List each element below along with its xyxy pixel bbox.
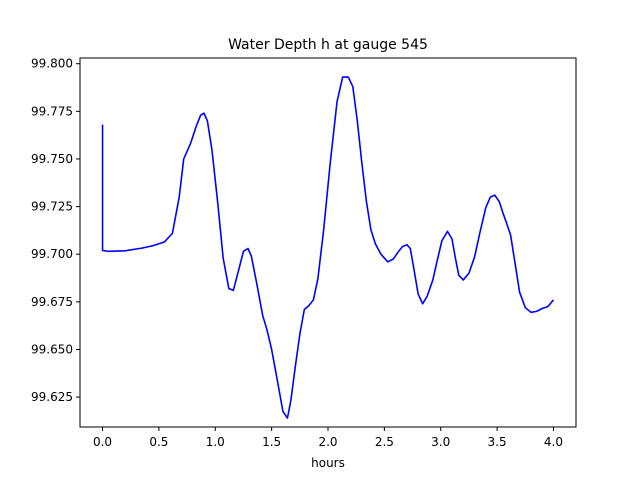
x-axis-ticks: 0.0 0.5 1.0 1.5 2.0 2.5 3.0 3.5 4.0 — [93, 427, 563, 449]
x-tick-label: 1.5 — [262, 435, 281, 449]
x-tick-label: 1.0 — [206, 435, 225, 449]
y-tick-label: 99.650 — [31, 342, 73, 356]
plot-area — [101, 76, 555, 419]
x-tick-label: 4.0 — [544, 435, 563, 449]
y-tick-label: 99.750 — [31, 152, 73, 166]
y-tick-label: 99.700 — [31, 247, 73, 261]
y-axis-ticks: 99.625 99.650 99.675 99.700 99.725 99.750 99.7… — [31, 57, 80, 404]
x-tick-label: 2.0 — [318, 435, 337, 449]
y-tick-label: 99.800 — [31, 57, 73, 71]
x-tick-label: 2.5 — [375, 435, 394, 449]
y-tick-label: 99.725 — [31, 200, 73, 214]
axes-frame — [79, 57, 577, 428]
x-tick-label: 0.5 — [149, 435, 168, 449]
chart-title: Water Depth h at gauge 545 — [228, 37, 428, 53]
x-axis-label: hours — [311, 456, 345, 470]
series-line-0 — [101, 76, 555, 419]
y-tick-label: 99.625 — [31, 390, 73, 404]
x-tick-label: 3.0 — [431, 435, 450, 449]
x-tick-label: 0.0 — [93, 435, 112, 449]
x-tick-label: 3.5 — [488, 435, 507, 449]
y-tick-label: 99.675 — [31, 295, 73, 309]
y-tick-label: 99.775 — [31, 104, 73, 118]
